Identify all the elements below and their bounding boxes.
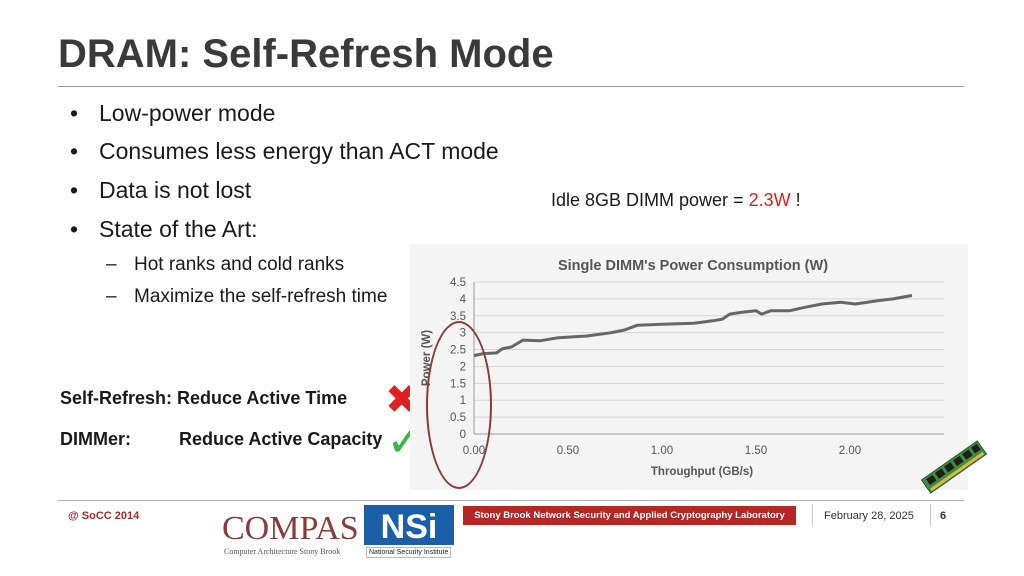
footer-divider: [58, 500, 964, 501]
dimm-module-icon: [920, 440, 988, 494]
idle-note-suffix: !: [790, 190, 801, 210]
x-axis-label: Throughput (GB/s): [651, 466, 753, 478]
compas-logo: COMPAS Computer Architecture Stony Brook: [222, 510, 359, 560]
idle-power-note: Idle 8GB DIMM power = 2.3W !: [551, 190, 801, 211]
dimmer-description: Reduce Active Capacity: [179, 429, 383, 449]
self-refresh-label: Self-Refresh: Reduce Active Time: [60, 388, 348, 408]
nsi-logo: NSi National Security Institute: [364, 505, 454, 559]
low-throughput-highlight-oval: [426, 321, 492, 489]
bullet-text: Data is not lost: [99, 177, 252, 203]
power-series-line: [473, 294, 913, 358]
chart-title: Single DIMM's Power Consumption (W): [558, 258, 828, 274]
nsi-logo-mark: NSi: [364, 505, 454, 545]
x-tick-label: 2.00: [839, 445, 861, 457]
y-tick-label: 3.5: [450, 311, 466, 323]
sub-bullet-text: Maximize the self-refresh time: [134, 286, 388, 307]
power-chart-svg: 00.511.522.533.544.50.00 0.50 1.00 1.50 2.00…: [421, 258, 944, 478]
dimmer-name: DIMMer:: [60, 429, 131, 449]
bullet-text: Low-power mode: [99, 100, 276, 126]
y-tick-label: 4.5: [450, 277, 466, 289]
x-tick-label: 1.00: [651, 445, 673, 457]
title-divider: [58, 86, 964, 87]
footer-separator: [930, 504, 931, 526]
slide-title: DRAM: Self-Refresh Mode: [58, 32, 554, 76]
bullet-text: State of the Art:: [99, 216, 258, 242]
y-tick-label: 4: [460, 294, 467, 306]
x-tick-label: 1.50: [745, 445, 767, 457]
power-chart: 0 0.5 1 1.5 2 2.5 3 3.5 4 4.5 0.00 0.50 1.00 1.50 2.00…: [410, 244, 968, 490]
x-tick-label: 0.50: [557, 445, 579, 457]
slide-date: February 28, 2025: [824, 510, 914, 522]
idle-note-value: 2.3W: [748, 190, 791, 210]
lab-banner: Stony Brook Network Security and Applied…: [463, 506, 796, 525]
nsi-caption: National Security Institute: [366, 547, 452, 558]
bullet-text: Consumes less energy than ACT mode: [99, 138, 499, 164]
footer-separator: [812, 504, 813, 526]
conference-label: @ SoCC 2014: [68, 510, 140, 522]
sub-bullet-text: Hot ranks and cold ranks: [134, 254, 345, 275]
idle-note-prefix: Idle 8GB DIMM power =: [551, 190, 749, 210]
compas-logo-subtitle: Computer Architecture Stony Brook: [224, 547, 341, 556]
compas-logo-text: COMPAS: [222, 510, 359, 547]
nsi-logo-text: NSi: [381, 508, 438, 545]
page-number: 6: [940, 510, 947, 522]
